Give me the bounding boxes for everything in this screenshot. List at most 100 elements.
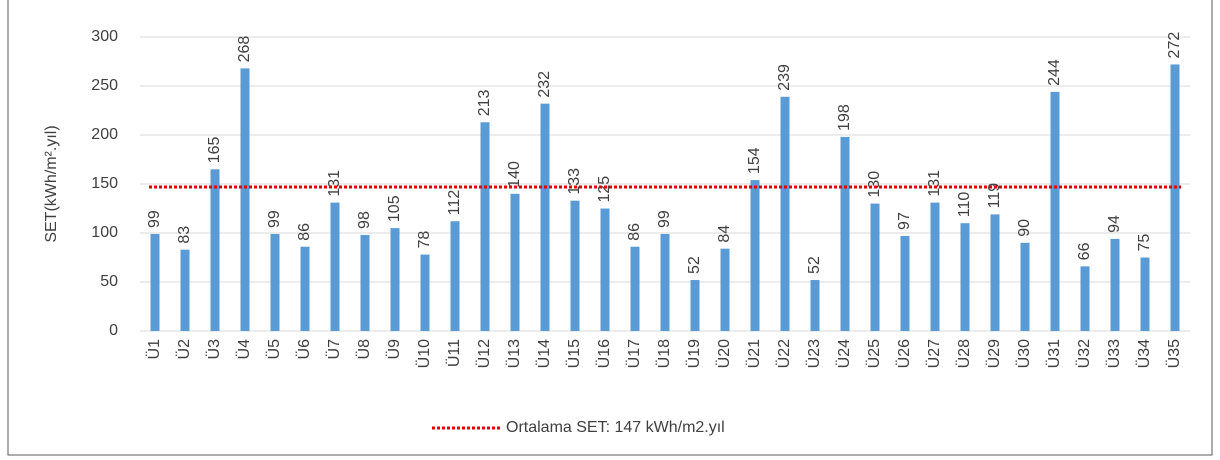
bar xyxy=(750,180,760,331)
x-tick-label: Ü28 xyxy=(955,339,973,368)
value-label: 125 xyxy=(596,176,613,203)
value-label: 84 xyxy=(716,225,733,243)
bar xyxy=(480,122,490,331)
bar xyxy=(990,214,1000,331)
x-tick-label: Ü27 xyxy=(925,339,943,368)
value-label: 97 xyxy=(896,212,913,230)
y-tick-label: 100 xyxy=(91,224,118,241)
value-label: 99 xyxy=(146,210,163,228)
bar xyxy=(780,96,790,331)
bar xyxy=(270,233,280,331)
value-label: 198 xyxy=(836,104,853,131)
value-label: 52 xyxy=(686,256,703,274)
bar xyxy=(210,169,220,331)
value-label: 268 xyxy=(236,36,253,63)
value-label: 213 xyxy=(476,89,493,116)
x-tick-label: Ü11 xyxy=(445,339,463,367)
value-label: 272 xyxy=(1166,32,1183,59)
x-tick-label: Ü13 xyxy=(505,339,523,368)
x-tick-label: Ü9 xyxy=(385,339,403,360)
x-tick-label: Ü26 xyxy=(895,339,913,368)
bar xyxy=(1080,266,1090,331)
value-label: 154 xyxy=(746,147,763,174)
bar xyxy=(300,246,310,331)
x-tick-label: Ü14 xyxy=(535,339,553,368)
x-tick-label: Ü17 xyxy=(625,339,643,368)
x-tick-label: Ü19 xyxy=(685,339,703,368)
bar xyxy=(600,208,610,331)
value-label: 165 xyxy=(206,137,223,164)
bar xyxy=(1140,257,1150,331)
x-tick-label: Ü16 xyxy=(595,339,613,368)
value-label: 78 xyxy=(416,231,433,249)
x-tick-label: Ü4 xyxy=(235,339,253,360)
chart-frame xyxy=(7,0,1213,456)
bar xyxy=(420,254,430,331)
x-tick-label: Ü1 xyxy=(145,339,163,360)
bar xyxy=(870,203,880,331)
x-tick-label: Ü23 xyxy=(805,339,823,368)
y-tick-label: 300 xyxy=(91,28,118,45)
x-tick-label: Ü35 xyxy=(1165,339,1183,368)
x-tick-label: Ü5 xyxy=(265,339,283,360)
value-label: 86 xyxy=(296,223,313,241)
x-tick-label: Ü3 xyxy=(205,339,223,360)
bar xyxy=(810,280,820,331)
bar xyxy=(390,228,400,331)
bar xyxy=(540,103,550,331)
legend-label: Ortalama SET: 147 kWh/m2.yıl xyxy=(506,419,725,436)
bar xyxy=(840,136,850,331)
bar xyxy=(1050,91,1060,331)
x-tick-label: Ü31 xyxy=(1045,339,1063,368)
x-tick-label: Ü24 xyxy=(835,339,853,368)
value-label: 239 xyxy=(776,64,793,91)
bar xyxy=(1170,64,1180,331)
x-tick-label: Ü7 xyxy=(325,339,343,360)
bar xyxy=(1020,242,1030,331)
bar xyxy=(150,233,160,331)
x-tick-label: Ü10 xyxy=(415,339,433,368)
x-tick-label: Ü22 xyxy=(775,339,793,368)
bar xyxy=(630,246,640,331)
value-label: 66 xyxy=(1076,242,1093,260)
bar xyxy=(1110,238,1120,331)
bar xyxy=(450,221,460,331)
bar xyxy=(510,193,520,331)
bar xyxy=(900,235,910,331)
y-axis-title: SET(kWh/m².yıl) xyxy=(43,125,60,242)
value-label: 130 xyxy=(866,171,883,198)
value-label: 131 xyxy=(926,170,943,197)
x-tick-label: Ü8 xyxy=(355,339,373,360)
y-tick-label: 150 xyxy=(91,175,118,192)
y-tick-label: 200 xyxy=(91,126,118,143)
x-tick-label: Ü30 xyxy=(1015,339,1033,368)
value-label: 86 xyxy=(626,223,643,241)
value-label: 52 xyxy=(806,256,823,274)
value-label: 90 xyxy=(1016,219,1033,237)
value-label: 140 xyxy=(506,161,523,188)
value-label: 94 xyxy=(1106,215,1123,233)
bar xyxy=(570,200,580,331)
x-tick-label: Ü2 xyxy=(175,339,193,360)
bar xyxy=(660,233,670,331)
value-label: 105 xyxy=(386,195,403,222)
x-tick-label: Ü25 xyxy=(865,339,883,368)
value-label: 112 xyxy=(446,190,463,216)
x-tick-label: Ü12 xyxy=(475,339,493,368)
value-label: 99 xyxy=(656,210,673,228)
value-label: 83 xyxy=(176,226,193,244)
x-tick-label: Ü21 xyxy=(745,339,763,368)
x-tick-label: Ü6 xyxy=(295,339,313,360)
y-tick-label: 50 xyxy=(100,273,118,290)
bar xyxy=(930,202,940,331)
bar xyxy=(960,223,970,331)
bar xyxy=(690,280,700,331)
value-label: 98 xyxy=(356,211,373,229)
bar xyxy=(360,234,370,331)
x-tick-label: Ü32 xyxy=(1075,339,1093,368)
y-tick-label: 250 xyxy=(91,77,118,94)
x-tick-label: Ü20 xyxy=(715,339,733,368)
value-label: 110 xyxy=(956,192,973,218)
x-tick-label: Ü34 xyxy=(1135,339,1153,368)
